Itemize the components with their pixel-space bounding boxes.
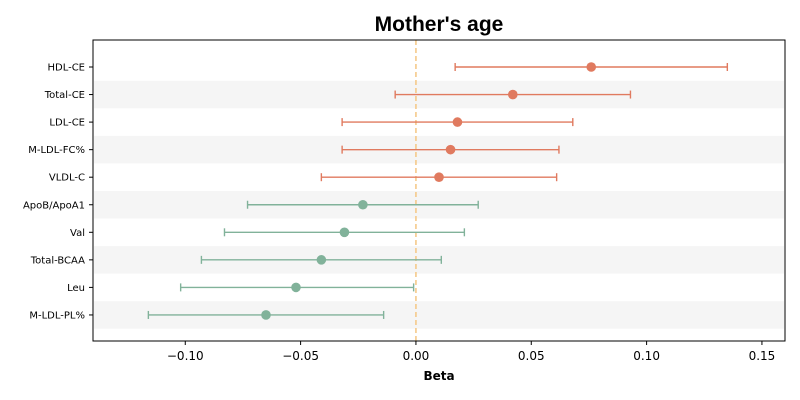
estimate-point [339, 227, 350, 238]
x-tick-label: 0.05 [518, 349, 545, 363]
estimate-row [320, 172, 558, 182]
plot-frame [92, 39, 786, 342]
estimate-row [246, 199, 479, 210]
x-tick-label: 0.00 [403, 349, 430, 363]
estimate-point [316, 255, 327, 265]
estimate-point [508, 89, 518, 100]
estimate-row [147, 310, 385, 320]
estimate-row [200, 255, 443, 265]
x-tick-label: −0.05 [282, 349, 319, 363]
y-tick-label: M-LDL-FC% [28, 145, 85, 156]
x-axis: −0.10 −0.05 0.00 0.05 0.10 0.15 [167, 341, 775, 363]
y-tick-label: HDL-CE [47, 63, 85, 74]
estimate-point [452, 117, 463, 127]
estimate-row [179, 282, 415, 293]
x-axis-label: Beta [423, 369, 454, 383]
y-axis: HDL-CE Total-CE LDL-CE M-LDL-FC% VLDL-C ApoB/… [23, 63, 93, 321]
estimate-point [291, 282, 301, 293]
y-tick-label: Leu [67, 283, 85, 294]
estimate-row [341, 117, 574, 127]
estimate-point [586, 62, 597, 72]
y-tick-label: Total-CE [44, 90, 85, 101]
chart-title: Mother's age [375, 13, 504, 36]
y-tick-label: M-LDL-PL% [29, 310, 85, 321]
y-tick-label: VLDL-C [49, 173, 85, 184]
y-tick-label: Total-BCAA [30, 255, 85, 266]
x-tick-label: 0.10 [633, 349, 660, 363]
estimate-point [261, 310, 271, 320]
estimate-row [454, 62, 729, 72]
estimate-point [358, 199, 368, 210]
estimate-row [223, 227, 466, 238]
estimate-point [445, 144, 456, 155]
y-tick-label: Val [70, 228, 85, 239]
estimate-row [341, 144, 560, 155]
estimate-rows [147, 62, 729, 320]
y-tick-label: LDL-CE [49, 118, 85, 129]
x-tick-label: 0.15 [749, 349, 776, 363]
x-tick-label: −0.10 [167, 349, 204, 363]
y-tick-label: ApoB/ApoA1 [23, 200, 85, 211]
estimate-row [394, 89, 632, 100]
estimate-point [434, 172, 444, 182]
